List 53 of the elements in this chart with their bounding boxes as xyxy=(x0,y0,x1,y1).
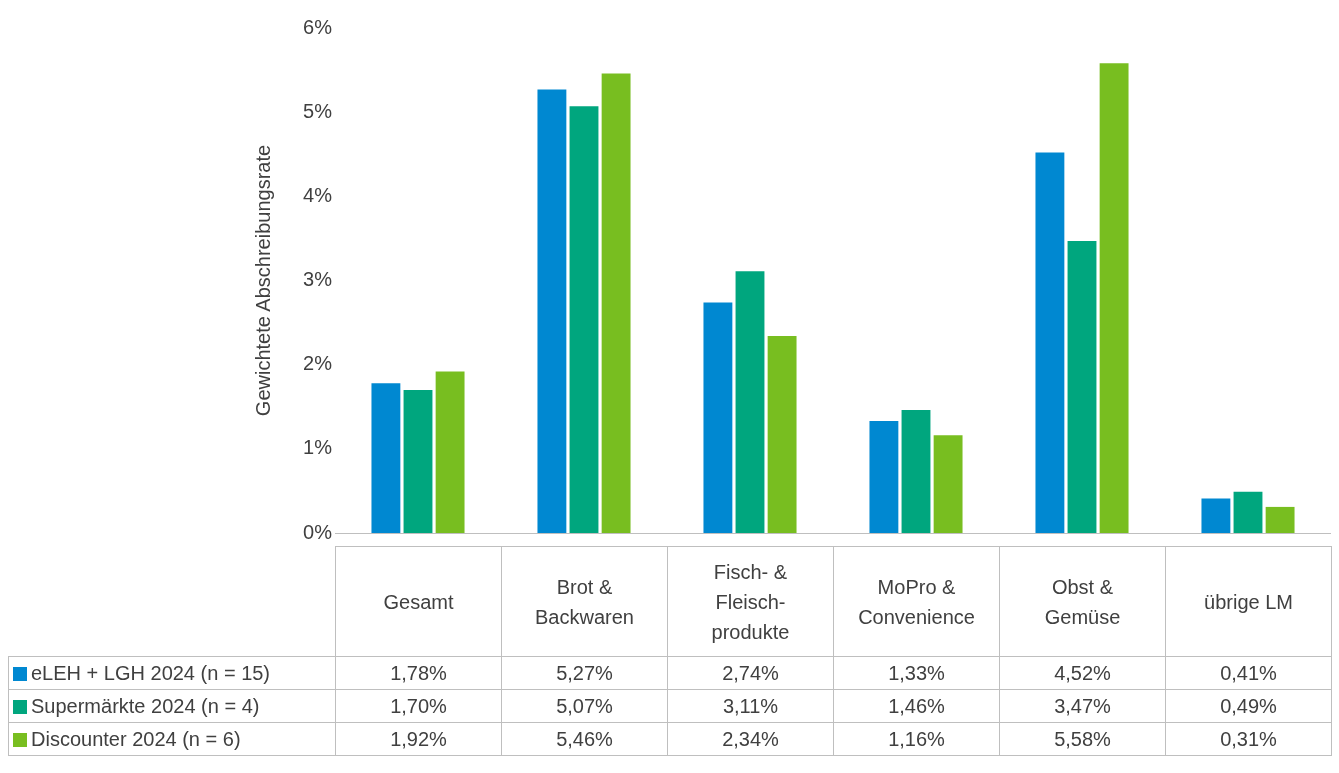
data-label: 5,46% xyxy=(501,722,668,756)
y-tick-label: 2% xyxy=(303,352,333,375)
y-tick-label: 1% xyxy=(303,436,333,459)
x-tick-label: Gesamt xyxy=(335,546,502,657)
bar xyxy=(1099,63,1129,533)
legend-label: Discounter 2024 (n = 6) xyxy=(8,722,336,756)
bar xyxy=(537,89,567,533)
x-tick-label: Obst & Gemüse xyxy=(999,546,1166,657)
x-tick-label: übrige LM xyxy=(1165,546,1332,657)
y-axis-title: Gewichtete Abschreibungsrate xyxy=(251,144,274,417)
bar xyxy=(901,410,931,533)
data-label: 0,41% xyxy=(1165,656,1332,690)
bar xyxy=(933,435,963,533)
bar xyxy=(1067,240,1097,533)
bar xyxy=(735,271,765,533)
data-label: 1,16% xyxy=(833,722,1000,756)
bar xyxy=(1233,491,1263,533)
bar xyxy=(703,302,733,533)
data-label: 1,46% xyxy=(833,689,1000,723)
y-tick-label: 4% xyxy=(303,183,333,206)
bar xyxy=(767,336,797,533)
y-tick-label: 0% xyxy=(303,520,333,543)
data-label: 1,78% xyxy=(335,656,502,690)
data-label: 5,58% xyxy=(999,722,1166,756)
data-label: 5,27% xyxy=(501,656,668,690)
legend-label: Supermärkte 2024 (n = 4) xyxy=(8,689,336,723)
bar xyxy=(1035,152,1065,533)
data-label: 1,92% xyxy=(335,722,502,756)
bar xyxy=(403,389,433,533)
bar xyxy=(435,371,465,533)
y-tick-label: 3% xyxy=(303,268,333,291)
data-label: 3,47% xyxy=(999,689,1166,723)
data-label: 1,33% xyxy=(833,656,1000,690)
data-label: 0,49% xyxy=(1165,689,1332,723)
bar xyxy=(1201,498,1231,533)
data-label: 4,52% xyxy=(999,656,1166,690)
data-label: 2,74% xyxy=(667,656,834,690)
bar xyxy=(1265,506,1295,533)
data-label: 0,31% xyxy=(1165,722,1332,756)
bar xyxy=(601,73,631,533)
x-tick-label: MoPro & Convenience xyxy=(833,546,1000,657)
bar xyxy=(869,421,899,533)
x-tick-label: Brot & Backwaren xyxy=(501,546,668,657)
data-label: 3,11% xyxy=(667,689,834,723)
x-tick-label: Fisch- & Fleisch-produkte xyxy=(667,546,834,657)
y-tick-label: 6% xyxy=(303,15,333,38)
data-label: 5,07% xyxy=(501,689,668,723)
data-label: 2,34% xyxy=(667,722,834,756)
data-label: 1,70% xyxy=(335,689,502,723)
bar xyxy=(569,106,599,533)
y-tick-label: 5% xyxy=(303,99,333,122)
bar xyxy=(371,383,401,533)
legend-label: eLEH + LGH 2024 (n = 15) xyxy=(8,656,336,690)
